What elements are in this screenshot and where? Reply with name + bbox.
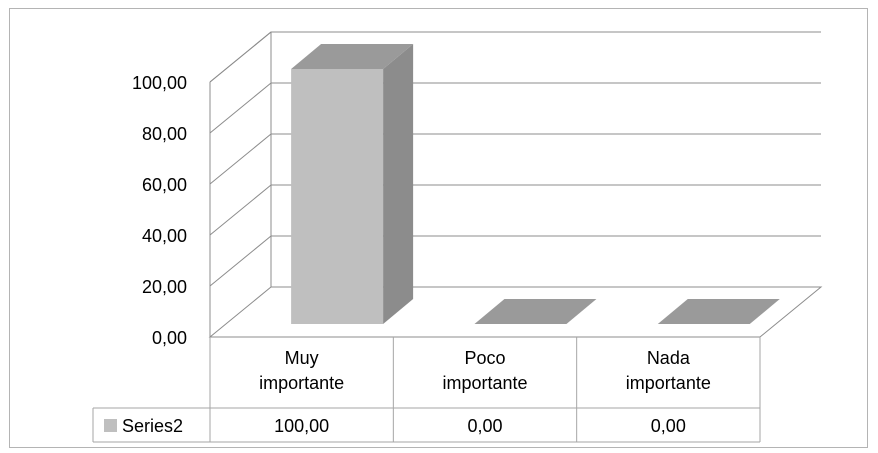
bar (474, 299, 597, 324)
gridline (209, 31, 821, 83)
legend-series-name: Series2 (122, 416, 183, 436)
bars (291, 44, 780, 324)
gridline (209, 184, 821, 236)
gridline (209, 82, 821, 134)
bar-top (474, 299, 597, 324)
y-tick-label: 100,00 (132, 73, 187, 93)
bar-front (291, 69, 384, 324)
y-tick-label: 20,00 (142, 277, 187, 297)
y-tick-label: 0,00 (152, 328, 187, 348)
bar-top (657, 299, 780, 324)
bar-top (291, 44, 414, 69)
y-axis: 0,00 20,00 40,00 60,00 80,00 100,00 (132, 73, 187, 348)
gridline (209, 133, 821, 185)
data-value-label: 0,00 (651, 416, 686, 436)
bar (657, 299, 780, 324)
bar-side (383, 44, 414, 324)
category-label: importante (626, 373, 711, 393)
chart-frame (9, 8, 868, 448)
data-value-label: 100,00 (274, 416, 329, 436)
category-label: importante (442, 373, 527, 393)
data-table: Muy importante 100,00 Poco importante 0,00 Nad… (92, 337, 761, 443)
y-tick-label: 60,00 (142, 175, 187, 195)
category-label: Poco (464, 348, 505, 368)
y-tick-label: 40,00 (142, 226, 187, 246)
gridlines (209, 31, 821, 287)
category-label: importante (259, 373, 344, 393)
category-label: Muy (285, 348, 319, 368)
data-value-label: 0,00 (467, 416, 502, 436)
gridline (209, 235, 821, 287)
bar (291, 44, 414, 324)
legend-swatch (104, 419, 117, 432)
y-tick-label: 80,00 (142, 124, 187, 144)
category-label: Nada (647, 348, 691, 368)
